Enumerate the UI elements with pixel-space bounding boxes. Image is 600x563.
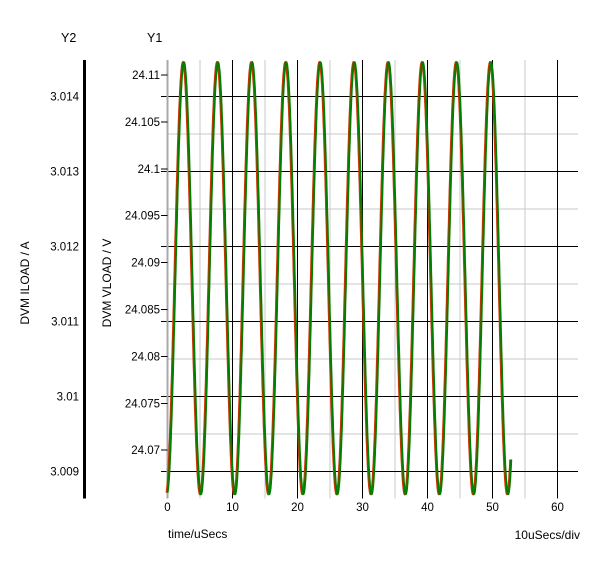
y2-tick-label: 3.009: [50, 467, 79, 479]
trace-iload-green[interactable]: [166, 61, 513, 496]
y2-axis-header[interactable]: Y2: [61, 31, 77, 45]
x-tick-label: 40: [421, 502, 434, 514]
y2-tick-label: 3.012: [50, 242, 79, 254]
y2-tick-label: 3.013: [50, 167, 79, 179]
x-tick-label: 0: [164, 502, 170, 514]
x-tick-label: 20: [291, 502, 304, 514]
y1-tick-label: 24.095: [125, 211, 160, 223]
x-axis-title: time/uSecs: [168, 527, 228, 541]
y2-tick-label: 3.01: [57, 392, 79, 404]
trace-vload-red[interactable]: [165, 60, 512, 496]
y1-tick-label: 24.105: [125, 117, 160, 129]
x-axis-scale-note: 10uSecs/div: [514, 528, 580, 542]
x-tick-label: 60: [551, 502, 564, 514]
y1-tick-label: 24.085: [125, 305, 160, 317]
y1-tick-label: 24.1: [138, 164, 160, 176]
y1-tick-label: 24.07: [131, 445, 160, 457]
x-tick-label: 10: [226, 502, 239, 514]
y1-axis-header[interactable]: Y1: [147, 31, 163, 45]
y1-tick-label: 24.075: [125, 398, 160, 410]
x-tick-label: 50: [486, 502, 499, 514]
y1-tick-label: 24.09: [131, 258, 160, 270]
y1-tick-label: 24.11: [132, 70, 160, 82]
x-tick-label: 30: [356, 502, 369, 514]
y1-tick-label: 24.08: [131, 351, 160, 363]
y2-tick-label: 3.011: [51, 317, 79, 329]
y2-tick-label: 3.014: [50, 92, 79, 104]
